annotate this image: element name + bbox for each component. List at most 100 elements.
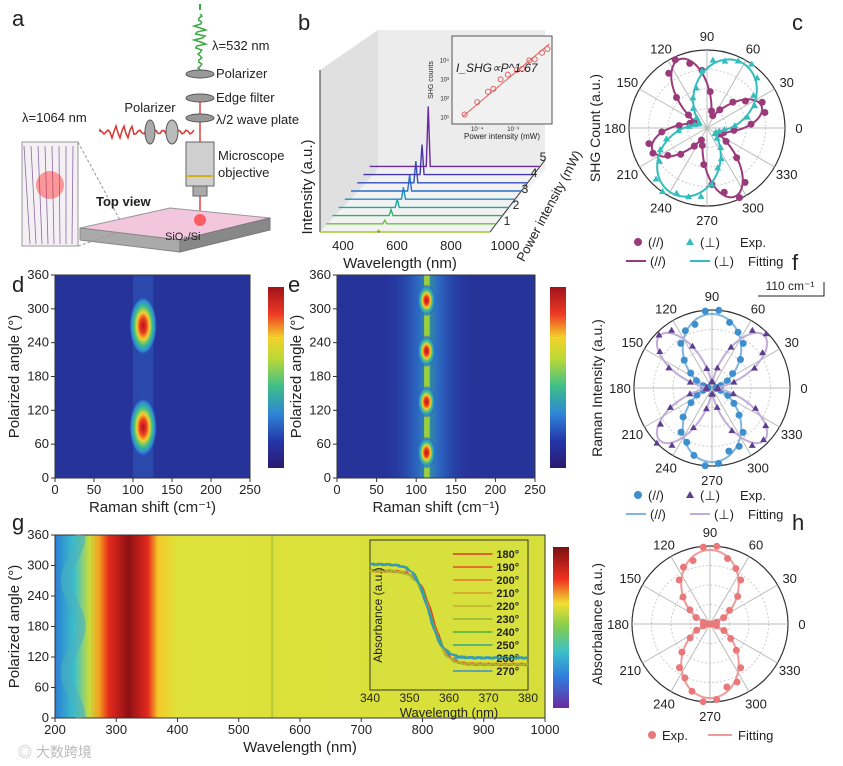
data-point (724, 555, 732, 563)
data-point (752, 404, 760, 411)
polar-angle-label: 30 (784, 335, 798, 350)
data-point (713, 134, 721, 141)
x-axis-title: Raman shift (cm⁻¹) (372, 499, 499, 516)
data-point (734, 592, 742, 600)
data-point (708, 107, 716, 115)
y-tick-label: 120 (27, 402, 49, 417)
scale-bar (758, 282, 825, 297)
data-point (681, 327, 689, 335)
y-tick-label: 0 (42, 710, 49, 725)
label-objective-1: Microscope (218, 148, 284, 163)
data-point (689, 424, 697, 431)
label-substrate: SiO₂/Si (165, 231, 200, 243)
inset-legend-label: 260° (496, 653, 519, 665)
data-point (735, 411, 743, 419)
legend-label: Fitting (748, 507, 783, 522)
x-tick-label: 200 (485, 482, 507, 497)
polar-spoke (644, 348, 713, 389)
y-tick-label: 240 (27, 588, 49, 603)
legend-label: Fitting (738, 728, 773, 743)
data-point (732, 646, 740, 654)
x-tick-label: 1000 (491, 238, 520, 253)
data-point (753, 74, 761, 81)
x-axis-title: Wavelength (nm) (343, 255, 457, 272)
data-point (751, 364, 759, 371)
polar-spoke (672, 387, 713, 456)
inset-point (490, 85, 497, 92)
data-point (713, 384, 721, 391)
y-axis-title: Raman Intensity (a.u.) (589, 319, 605, 457)
data-point (709, 56, 717, 63)
crystal-chain (71, 145, 74, 245)
data-point (713, 403, 721, 410)
polar-angle-label: 60 (751, 301, 765, 316)
spectrum-line (320, 229, 490, 233)
z-axis (489, 159, 546, 233)
data-point (761, 108, 769, 116)
data-point (693, 391, 701, 399)
legend-label: (//) (650, 254, 666, 269)
data-point (724, 391, 732, 399)
data-point (706, 88, 714, 96)
y-tick-label: 60 (35, 680, 49, 695)
y-tick-label: 360 (309, 267, 331, 282)
panel-label-a: a (12, 6, 25, 31)
green-beam (191, 13, 209, 71)
data-point (699, 622, 707, 630)
panel-label-h: h (792, 510, 804, 535)
data-point (699, 698, 707, 706)
colorbar (553, 547, 569, 708)
data-point (730, 378, 738, 385)
data-point (722, 137, 730, 145)
legend-label: Fitting (748, 254, 783, 269)
legend-label: (//) (648, 488, 664, 503)
polar-spoke (644, 387, 713, 428)
x-tick-label: 800 (440, 238, 462, 253)
polar-spoke (711, 320, 752, 389)
inset-legend-label: 210° (496, 588, 519, 600)
polar-angle-label: 30 (779, 75, 793, 90)
y-tick-label: 0 (42, 470, 49, 485)
data-point (665, 69, 673, 77)
z-tick-label: 5 (540, 150, 547, 164)
inset-legend-label: 250° (496, 640, 519, 652)
polar-angle-label: 330 (779, 663, 801, 678)
heatmap-artifact (271, 535, 274, 718)
inset-x-title: Power intensity (mW) (464, 132, 540, 141)
x-tick-label: 50 (369, 482, 383, 497)
x-tick-label: 100 (405, 482, 427, 497)
polar-angle-label: 30 (782, 571, 796, 586)
legend-marker (648, 731, 656, 739)
substrate-side (179, 217, 271, 253)
data-point (725, 606, 733, 614)
x-tick-label: 400 (167, 722, 189, 737)
data-point (709, 390, 717, 397)
legend-label: Exp. (662, 728, 688, 743)
objective-tip (192, 185, 208, 197)
data-point (751, 102, 759, 109)
inset-annotation: I_SHG∝P^1.67 (456, 61, 539, 75)
polar-angle-label: 120 (653, 537, 675, 552)
data-point (729, 390, 737, 397)
polar-angle-label: 0 (795, 121, 802, 136)
y-tick-label: 300 (27, 301, 49, 316)
data-point (649, 149, 657, 157)
inset-x-tick: 360 (439, 691, 459, 705)
label-laser-in: λ=1064 nm (22, 110, 87, 125)
data-point (671, 56, 679, 64)
data-point (701, 307, 709, 315)
data-point (692, 377, 700, 385)
x-tick-label: 250 (239, 482, 261, 497)
data-point (708, 180, 716, 187)
inset-x-tick: 350 (399, 691, 419, 705)
data-point (713, 364, 721, 371)
colorbar (268, 287, 284, 468)
data-point (748, 60, 756, 67)
data-point (713, 695, 721, 703)
heatmap-peak-line (424, 275, 430, 478)
data-point (677, 339, 685, 347)
polar-angle-label: 180 (609, 381, 631, 396)
data-point (666, 403, 674, 410)
data-point (737, 664, 745, 672)
data-point (726, 318, 734, 326)
